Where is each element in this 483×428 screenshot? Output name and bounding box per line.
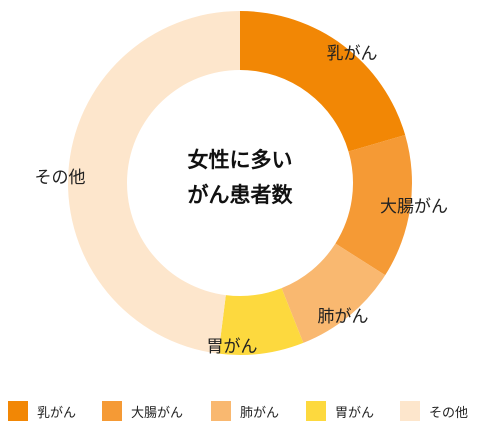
legend-swatch <box>102 401 122 421</box>
legend-item-breast: 乳がん <box>8 400 76 422</box>
legend-item-colorectal: 大腸がん <box>102 400 183 422</box>
legend-swatch <box>400 401 420 421</box>
slice-stomach-label: 胃がん <box>207 337 258 357</box>
legend-swatch <box>8 401 28 421</box>
legend-item-lung: 肺がん <box>211 400 279 422</box>
slice-colorectal-label: 大腸がん <box>380 197 448 217</box>
legend-label: 大腸がん <box>131 405 184 421</box>
legend-item-other: その他 <box>400 400 468 422</box>
legend: 乳がん 大腸がん 肺がん 胃がん その他 <box>0 400 483 422</box>
legend-swatch <box>306 401 326 421</box>
slice-colorectal <box>335 135 412 276</box>
legend-swatch <box>211 401 231 421</box>
legend-label: その他 <box>429 405 469 421</box>
legend-label: 肺がん <box>240 405 280 421</box>
legend-label: 胃がん <box>335 405 375 421</box>
slice-other <box>67 11 240 354</box>
slice-breast <box>240 11 406 152</box>
center-title-line-2: がん患者数 <box>188 183 294 207</box>
donut-slices <box>67 11 412 355</box>
center-title-line-1: 女性に多い <box>188 148 293 172</box>
legend-item-stomach: 胃がん <box>306 400 374 422</box>
slice-lung <box>281 243 386 343</box>
slice-lung-label: 肺がん <box>318 307 369 327</box>
slice-stomach <box>218 288 304 355</box>
slice-other-label: その他 <box>35 168 86 188</box>
legend-label: 乳がん <box>37 405 77 421</box>
slice-breast-label: 乳がん <box>327 44 378 64</box>
